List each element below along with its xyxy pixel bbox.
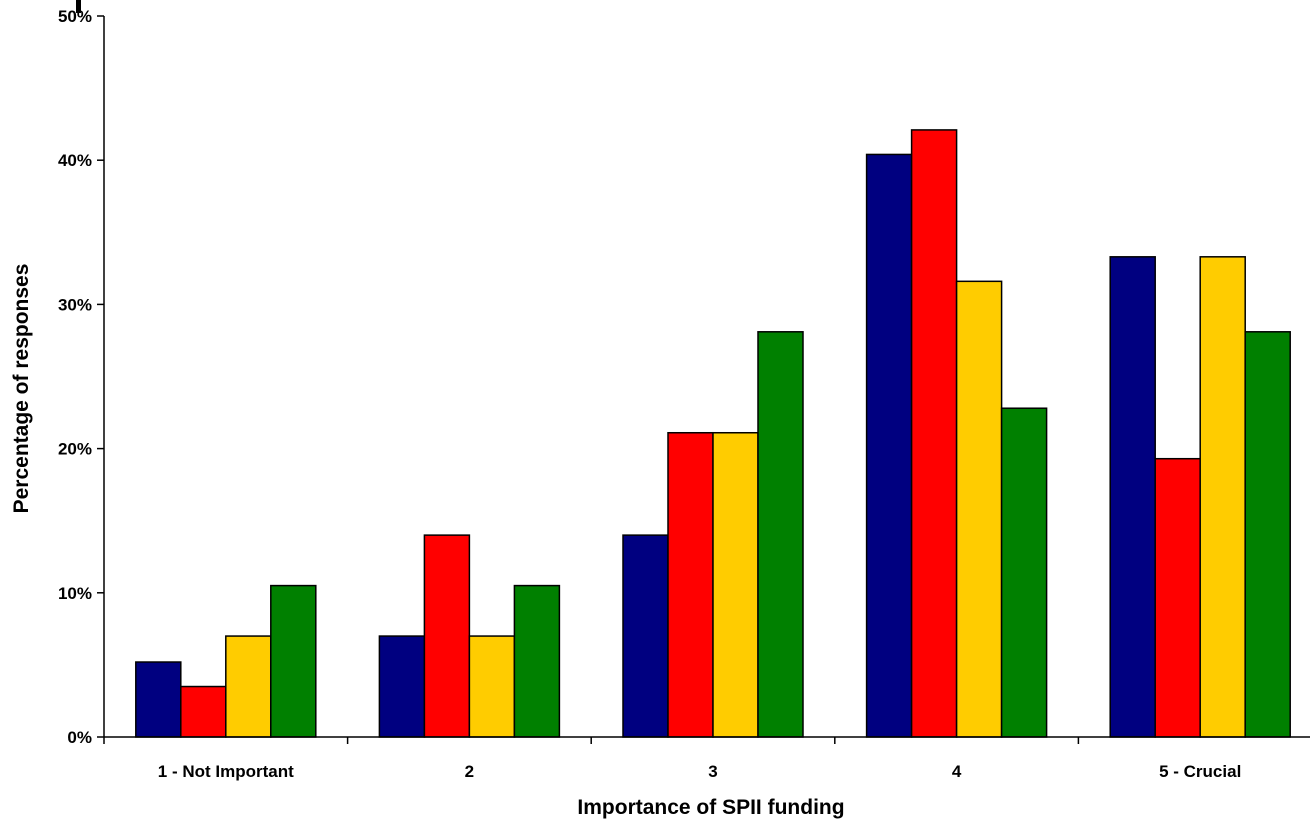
- bar-cat3-series1: [622, 534, 669, 738]
- y-tick-label: 30%: [58, 295, 92, 314]
- bars-group: [135, 129, 1291, 738]
- y-tick-label: 40%: [58, 151, 92, 170]
- bar-cat3-series3: [712, 431, 759, 738]
- bar-cat1-series3: [225, 635, 272, 738]
- x-tick-label: 1 - Not Important: [158, 762, 294, 781]
- bar-cat5-series1: [1109, 256, 1156, 738]
- y-tick-label: 10%: [58, 584, 92, 603]
- bar-cat1-series1: [135, 661, 182, 738]
- bar-cat2-series1: [378, 635, 426, 738]
- x-axis-title: Importance of SPII funding: [577, 796, 844, 819]
- x-tick-label: 5 - Crucial: [1159, 762, 1241, 781]
- bar-cat4-series4: [1000, 407, 1048, 738]
- bar-cat4-series1: [865, 153, 913, 738]
- axes-group: 0% 10% 20% 30% 40% 50% 1 - Not Important 2 3 4 5 -…: [58, 0, 1310, 781]
- bar-cat5-series4: [1244, 331, 1291, 738]
- bar-cat2-series3: [468, 635, 516, 738]
- bar-cat1-series4: [270, 584, 317, 738]
- corner-marker: [76, 0, 81, 13]
- bar-cat4-series2: [910, 129, 958, 738]
- x-tick-label: 3: [708, 762, 717, 781]
- y-axis-title: Percentage of responses: [10, 264, 33, 514]
- bar-cat5-series3: [1199, 256, 1246, 738]
- bar-cat1-series2: [180, 685, 227, 738]
- y-tick-label: 50%: [58, 7, 92, 26]
- bar-cat2-series4: [513, 584, 561, 738]
- x-tick-label: 2: [465, 762, 474, 781]
- y-tick-label: 0%: [67, 728, 92, 747]
- bar-cat2-series2: [423, 534, 471, 738]
- bar-cat3-series4: [757, 331, 804, 738]
- bar-cat3-series2: [667, 431, 714, 738]
- x-tick-label: 4: [952, 762, 962, 781]
- y-tick-label: 20%: [58, 440, 92, 459]
- bar-cat4-series3: [955, 280, 1003, 738]
- bar-cat5-series2: [1154, 457, 1201, 738]
